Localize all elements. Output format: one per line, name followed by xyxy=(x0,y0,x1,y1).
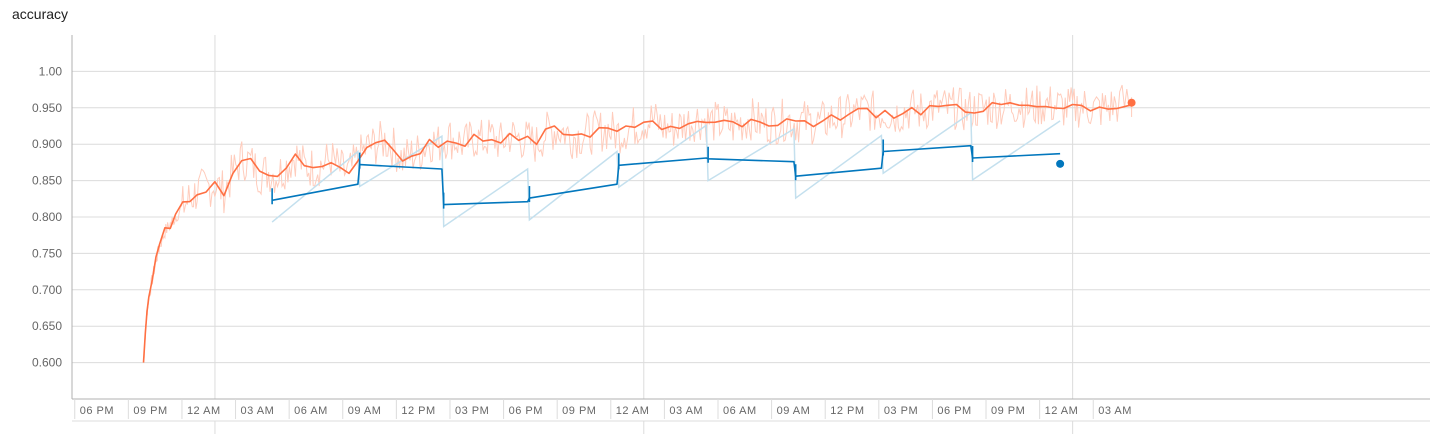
chart-title: accuracy xyxy=(12,6,69,22)
tick-labels: 1.00 0.950 0.900 0.850 0.800 0.750 0.700 0.650 0… xyxy=(32,64,1132,417)
axes xyxy=(71,35,1430,434)
raw-series-line xyxy=(143,84,1133,363)
y-tick-label: 0.650 xyxy=(32,319,62,333)
x-tick-label: 03 AM xyxy=(1098,405,1132,417)
x-tick-label: 03 PM xyxy=(884,405,918,417)
y-tick-label: 0.600 xyxy=(32,356,62,370)
x-tick-label: 06 PM xyxy=(80,405,114,417)
y-tick-label: 0.800 xyxy=(32,210,62,224)
x-tick-label: 03 AM xyxy=(241,405,275,417)
x-tick-label: 09 PM xyxy=(991,405,1025,417)
series-end-marker xyxy=(1056,159,1065,168)
x-tick-label: 09 AM xyxy=(777,405,811,417)
series-line xyxy=(142,101,1132,363)
x-tick-label: 03 PM xyxy=(455,405,489,417)
x-tick-label: 09 PM xyxy=(562,405,596,417)
y-tick-label: 0.750 xyxy=(32,246,62,260)
y-tick-label: 0.850 xyxy=(32,174,62,188)
x-tick-label: 06 AM xyxy=(294,405,328,417)
x-tick-label: 06 PM xyxy=(509,405,543,417)
x-tick-label: 09 AM xyxy=(348,405,382,417)
y-tick-label: 0.900 xyxy=(32,137,62,151)
x-tick-label: 09 PM xyxy=(133,405,167,417)
x-tick-label: 06 PM xyxy=(937,405,971,417)
series-line xyxy=(271,144,1061,206)
y-tick-label: 1.00 xyxy=(39,64,63,78)
raw-series-line xyxy=(271,111,1061,228)
x-tick-label: 12 AM xyxy=(1045,405,1079,417)
y-tick-label: 0.950 xyxy=(32,101,62,115)
x-tick-label: 12 AM xyxy=(187,405,221,417)
y-tick-label: 0.700 xyxy=(32,283,62,297)
series xyxy=(142,98,1136,363)
x-tick-label: 12 PM xyxy=(401,405,435,417)
series-end-marker xyxy=(1127,98,1136,107)
x-tick-label: 12 AM xyxy=(616,405,650,417)
x-tick-label: 12 PM xyxy=(830,405,864,417)
x-tick-label: 06 AM xyxy=(723,405,757,417)
x-tick-label: 03 AM xyxy=(669,405,703,417)
grid xyxy=(72,35,1430,399)
raw-series xyxy=(143,84,1133,363)
